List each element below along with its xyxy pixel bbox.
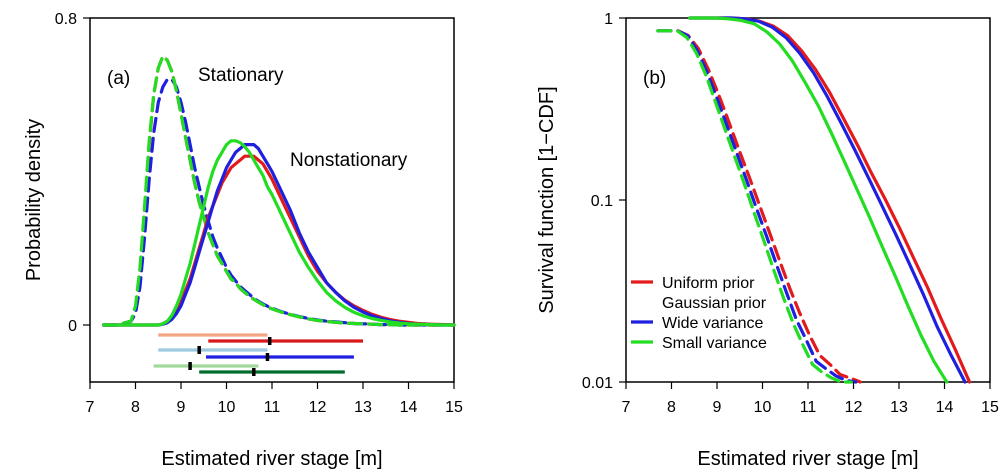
- panel-a-curves: [102, 54, 456, 327]
- density-curve-uniform-nonstationary: [102, 154, 456, 327]
- y-tick-label: 0.8: [55, 11, 77, 28]
- density-curve-small-stationary: [102, 54, 456, 327]
- panel-a-intervals: [153, 333, 363, 376]
- legend-label: Small variance: [662, 335, 767, 352]
- x-tick-label: 12: [845, 399, 863, 416]
- survival-curve-uniform-stationary: [656, 29, 862, 384]
- density-curve-small-nonstationary: [102, 139, 456, 327]
- x-tick-label: 8: [131, 399, 140, 416]
- x-tick-label: 10: [218, 399, 236, 416]
- panel-a-label: (a): [107, 68, 130, 89]
- legend-label: Wide variance: [662, 315, 763, 332]
- survival-curve-small-nonstationary: [688, 16, 949, 384]
- density-curve-wide-stationary: [102, 77, 456, 327]
- legend-label: Gaussian prior: [662, 295, 767, 312]
- y-tick-label: 1: [604, 11, 613, 28]
- survival-curve-small-stationary: [656, 29, 853, 384]
- x-tick-label: 10: [754, 399, 772, 416]
- panel-b-curves: [656, 16, 972, 384]
- panel-b-x-label: Estimated river stage [m]: [697, 448, 918, 470]
- panel-b-label: (b): [643, 68, 666, 89]
- x-tick-label: 14: [400, 399, 418, 416]
- panel-b-x-axis: 7 8 9 10 11 12 13 14 15: [622, 382, 999, 416]
- x-tick-label: 14: [936, 399, 954, 416]
- panel-a-density: 7 8 9 10 11 12 13 14 15 00.8 (a) Stationary Nons…: [23, 11, 463, 470]
- x-tick-label: 13: [890, 399, 908, 416]
- x-tick-label: 11: [264, 399, 281, 416]
- legend-label: Uniform prior: [662, 275, 755, 292]
- panel-b-legend: Uniform prior Gaussian prior Wide variance…: [631, 275, 767, 352]
- y-tick-label: 0: [68, 318, 77, 335]
- x-tick-label: 9: [177, 399, 186, 416]
- x-tick-label: 7: [86, 399, 95, 416]
- panel-b-survival: 7 8 9 10 11 12 13 14 15 1 0.1 0.01 (b) Uniform pri…: [536, 11, 999, 470]
- panel-a-y-label: Probability density: [23, 119, 45, 281]
- x-tick-label: 9: [713, 399, 722, 416]
- panel-a-x-axis: 7 8 9 10 11 12 13 14 15: [86, 382, 463, 416]
- y-tick-label: 0.01: [582, 375, 613, 392]
- y-tick-label: 0.1: [591, 193, 613, 210]
- survival-curve-wide-stationary: [656, 29, 858, 384]
- x-tick-label: 12: [309, 399, 327, 416]
- panel-a-y-axis: 00.8: [55, 11, 90, 335]
- x-tick-label: 11: [800, 399, 817, 416]
- panel-a-x-label: Estimated river stage [m]: [161, 448, 382, 470]
- x-tick-label: 15: [445, 399, 463, 416]
- x-tick-label: 8: [667, 399, 676, 416]
- x-tick-label: 15: [981, 399, 999, 416]
- annotation-stationary: Stationary: [198, 65, 284, 86]
- panel-b-y-axis: 1 0.1 0.01: [582, 11, 626, 392]
- x-tick-label: 7: [622, 399, 631, 416]
- x-tick-label: 13: [354, 399, 372, 416]
- annotation-nonstationary: Nonstationary: [290, 150, 408, 171]
- panel-b-y-label: Survival function [1−CDF]: [536, 86, 558, 313]
- density-curve-wide-nonstationary: [102, 143, 456, 327]
